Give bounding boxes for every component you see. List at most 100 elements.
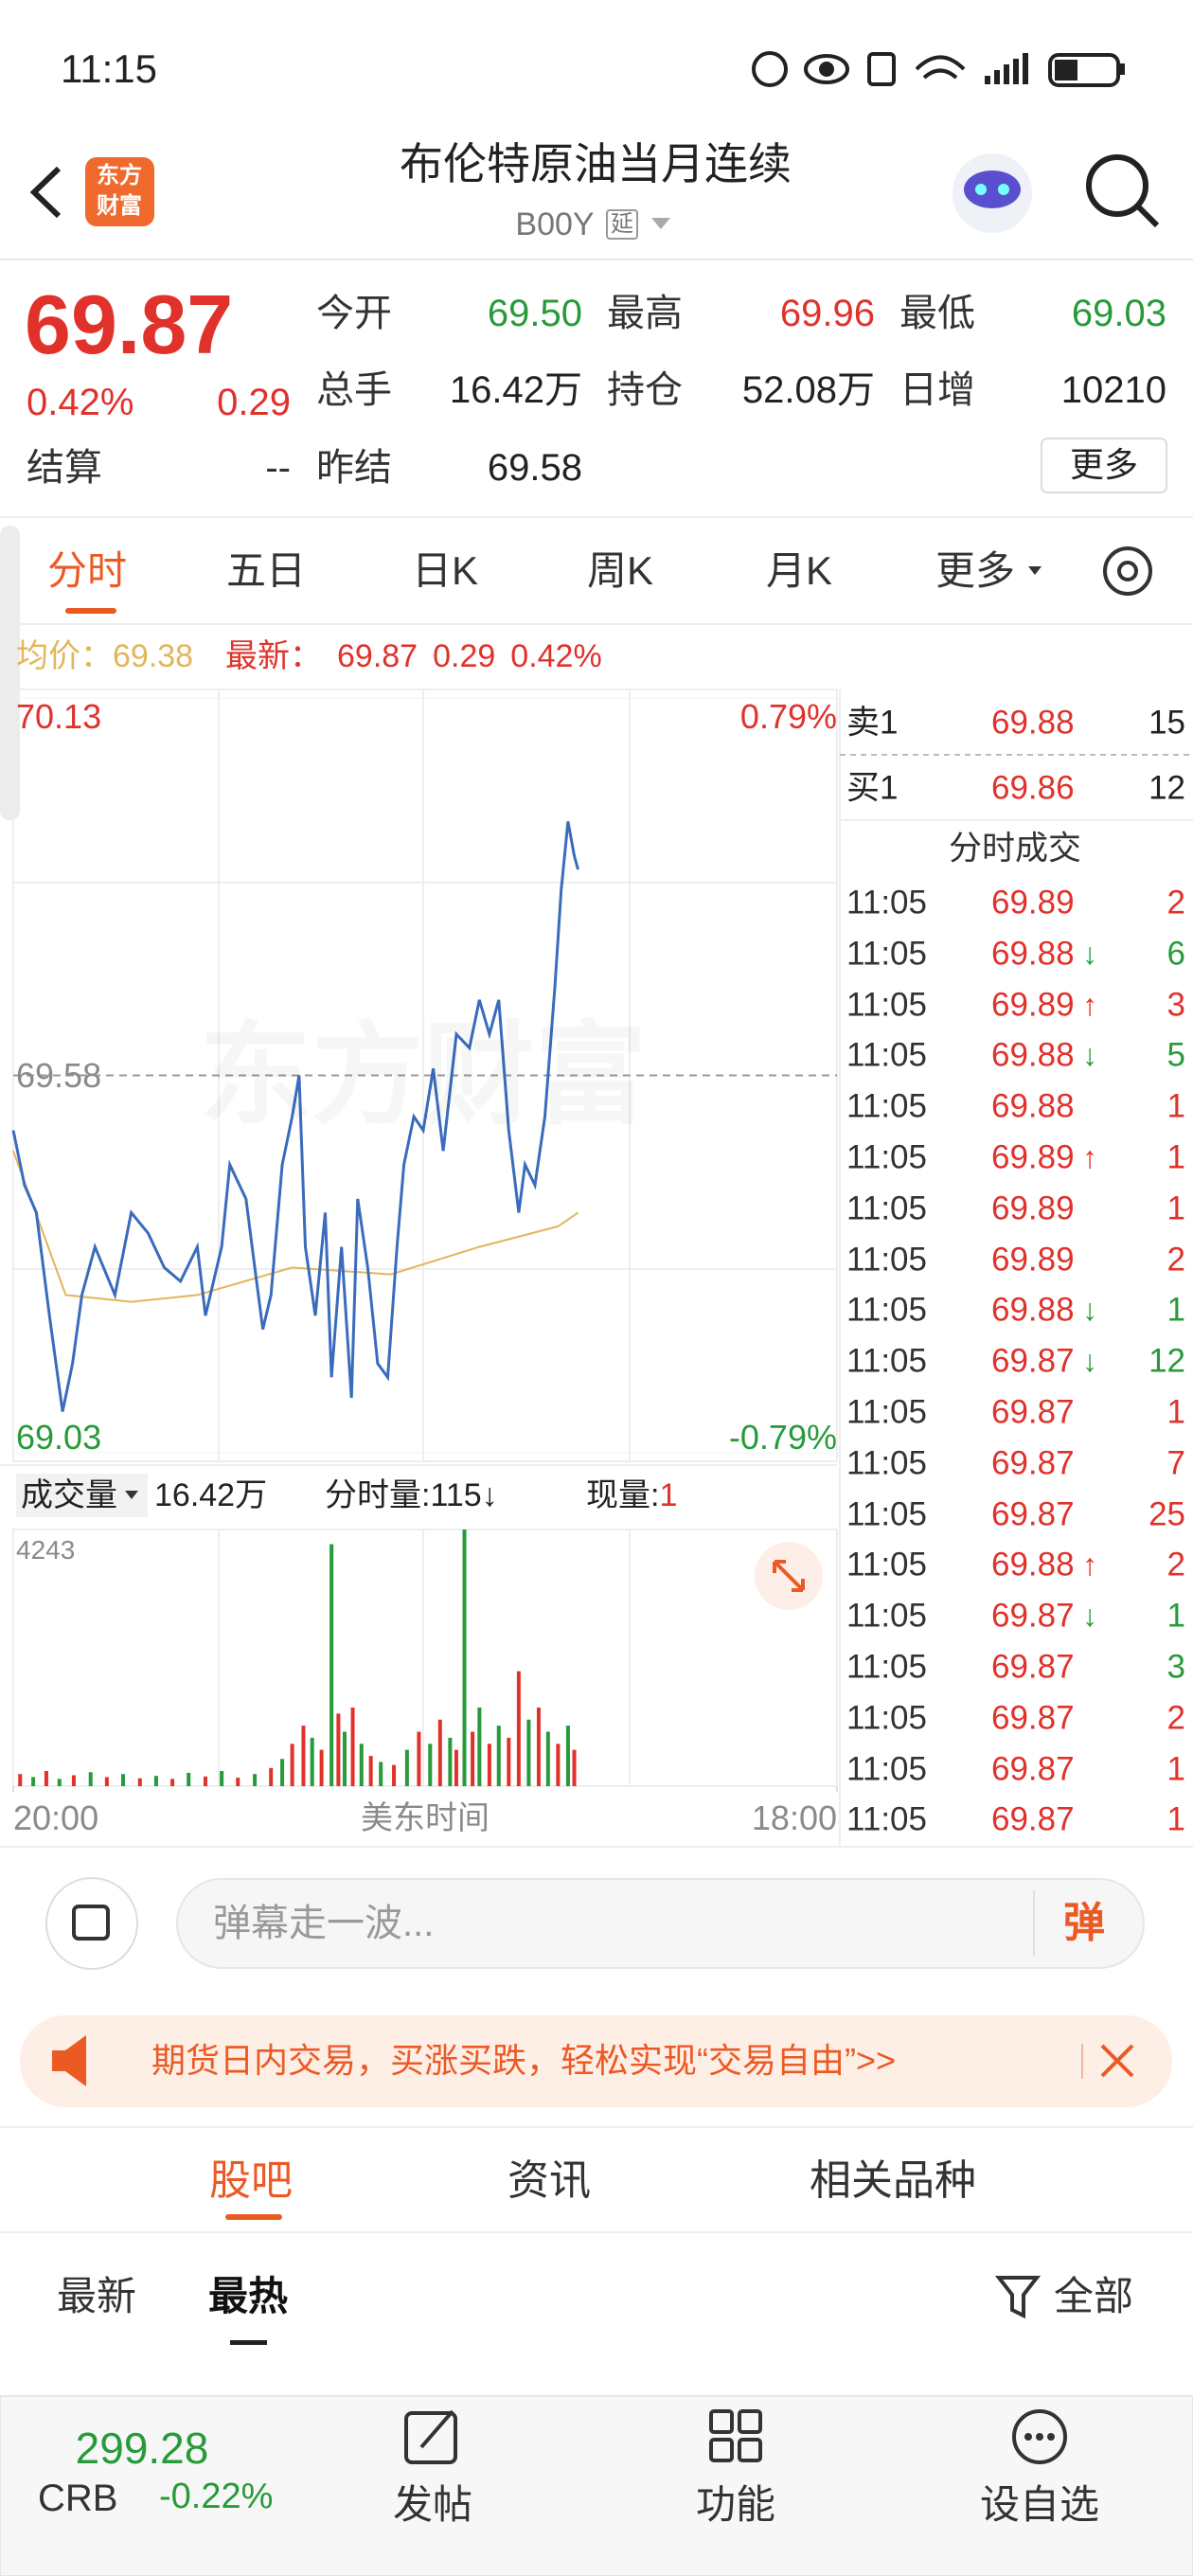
- volume-bar: [454, 1749, 458, 1786]
- field-label: 昨结: [316, 447, 392, 489]
- volume-bar: [220, 1771, 224, 1786]
- trade-price: 69.89: [991, 884, 1075, 921]
- chart-tab[interactable]: 日K: [411, 548, 479, 593]
- field-value: 69.50: [487, 293, 582, 334]
- trade-time: 11:05: [846, 1495, 927, 1533]
- side-handle[interactable]: [0, 526, 20, 820]
- more-button-label[interactable]: 更多: [1069, 445, 1139, 484]
- section-tab[interactable]: 相关品种: [810, 2157, 976, 2204]
- trade-price: 69.88: [991, 935, 1075, 973]
- promo-banner[interactable]: [20, 2015, 1172, 2107]
- trade-volume: 2: [1166, 1241, 1185, 1279]
- volume-bar: [310, 1737, 314, 1786]
- volume-bar: [462, 1530, 467, 1786]
- watchlist-icon[interactable]: [1012, 2409, 1067, 2464]
- volume-bar: [359, 1744, 364, 1786]
- robot-avatar[interactable]: [953, 153, 1032, 233]
- trade-time: 11:05: [846, 1190, 927, 1227]
- field-label: 今开: [316, 293, 392, 334]
- trade-arrow: ↓: [1082, 936, 1097, 971]
- search-button[interactable]: [1086, 154, 1160, 228]
- index-value: 299.28: [75, 2424, 209, 2473]
- volume-bar: [448, 1737, 453, 1786]
- trade-time: 11:05: [846, 1597, 927, 1635]
- trade-volume: 3: [1166, 986, 1185, 1024]
- nav-item[interactable]: 发帖: [392, 2482, 473, 2527]
- field-value: 69.58: [487, 447, 582, 489]
- trade-time: 11:05: [846, 1138, 927, 1176]
- volume-bar: [88, 1772, 93, 1786]
- chart-tab[interactable]: 月K: [765, 548, 833, 593]
- function-icon[interactable]: [709, 2409, 762, 2462]
- comment-settings[interactable]: [45, 1877, 138, 1970]
- more-button[interactable]: [1041, 438, 1167, 493]
- latest-label: 最新：: [225, 638, 322, 674]
- nav-item[interactable]: 功能: [695, 2482, 776, 2527]
- trade-time: 11:05: [846, 986, 927, 1024]
- volume-bar: [44, 1771, 48, 1786]
- trade-price: 69.89: [991, 1241, 1075, 1279]
- trade-time: 11:05: [846, 935, 927, 973]
- trade-volume: 1: [1166, 1190, 1185, 1227]
- filter-label[interactable]: 全部: [1053, 2274, 1134, 2318]
- price-line: [11, 821, 579, 1412]
- app-logo[interactable]: [85, 157, 154, 226]
- book-volume: 15: [1148, 704, 1185, 742]
- volume-bar: [204, 1776, 207, 1786]
- book-price: 69.86: [991, 769, 1075, 807]
- volume-bar: [236, 1778, 240, 1786]
- close-banner[interactable]: [1100, 2044, 1134, 2078]
- trade-volume: 2: [1166, 1699, 1185, 1737]
- trade-time: 11:05: [846, 1800, 927, 1838]
- volume-bar: [496, 1726, 501, 1786]
- expand-button[interactable]: [755, 1542, 823, 1610]
- trade-volume: 6: [1166, 935, 1185, 973]
- x-axis-label: 美东时间: [361, 1800, 490, 1836]
- field-label: 日增: [899, 369, 975, 411]
- section-tab[interactable]: 股吧: [209, 2157, 293, 2204]
- danmaku-button[interactable]: 弹: [1063, 1900, 1105, 1946]
- chart-tab[interactable]: 分时: [46, 548, 128, 593]
- sub-tab[interactable]: 最新: [56, 2274, 137, 2318]
- change: 0.29: [217, 382, 291, 423]
- nav-item[interactable]: 设自选: [979, 2482, 1100, 2527]
- trade-time: 11:05: [846, 1546, 927, 1583]
- last-price: 69.87: [25, 277, 234, 371]
- trade-time: 11:05: [846, 1291, 927, 1329]
- volume-total-row: 16.42万: [154, 1479, 267, 1512]
- field-value: 52.08万: [741, 369, 875, 411]
- sub-tab-underline: [230, 2340, 267, 2345]
- back-button[interactable]: [29, 166, 62, 219]
- chart-tab[interactable]: 五日: [225, 548, 307, 593]
- filter-icon[interactable]: [994, 2276, 1042, 2319]
- book-price: 69.88: [991, 704, 1075, 742]
- symbol-code: B00Y: [515, 206, 595, 242]
- status-icons: [752, 51, 1125, 87]
- y2-tick-label: -0.79%: [728, 1418, 837, 1457]
- comment-placeholder[interactable]: 弹幕走一波...: [213, 1903, 435, 1944]
- trade-time: 11:05: [846, 1036, 927, 1074]
- volume-label: 成交量: [21, 1477, 117, 1513]
- volume-selector[interactable]: [16, 1474, 148, 1517]
- interval-label: 分时量:: [325, 1477, 431, 1513]
- chart-tab[interactable]: 更多: [935, 548, 1016, 593]
- chart-tab[interactable]: 周K: [586, 548, 654, 593]
- comment-input[interactable]: [176, 1878, 1145, 1969]
- volume-bar: [507, 1737, 511, 1786]
- volume-bar: [556, 1744, 561, 1786]
- sub-tab[interactable]: 最热: [207, 2274, 289, 2318]
- trade-price: 69.88: [991, 1036, 1075, 1074]
- volume-bar: [319, 1749, 324, 1786]
- interval-volume: 分时量: 115 ↓: [325, 1479, 498, 1512]
- settings-button[interactable]: [1103, 546, 1152, 596]
- trade-volume: 1: [1166, 1291, 1185, 1329]
- trade-volume: 1: [1166, 1087, 1185, 1125]
- logo-text: 财富: [97, 193, 142, 219]
- change-percent: 0.42%: [27, 382, 134, 423]
- section-tab[interactable]: 资讯: [507, 2157, 591, 2204]
- delay-tag: 延: [606, 209, 638, 240]
- trade-price: 69.87: [991, 1699, 1075, 1737]
- trade-arrow: ↑: [1082, 1547, 1097, 1583]
- post-icon[interactable]: [404, 2409, 457, 2464]
